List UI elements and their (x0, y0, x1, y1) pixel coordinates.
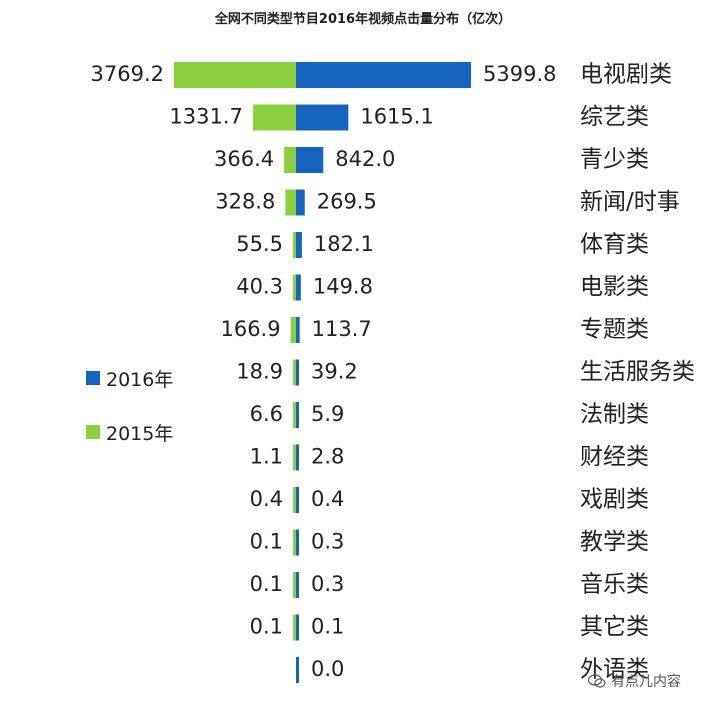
data-label-2015: 55.5 (236, 232, 283, 256)
data-label-2015: 18.9 (236, 360, 283, 384)
category-label: 青少类 (580, 147, 649, 173)
legend-item-2016: 2016年 (86, 366, 174, 391)
category-label: 法制类 (580, 402, 649, 428)
data-label-2016: 0.1 (311, 615, 344, 639)
category-label: 综艺类 (580, 104, 649, 130)
data-label-2015: 3769.2 (91, 62, 164, 86)
legend-label-2015: 2015年 (106, 422, 174, 445)
bar-2015 (290, 317, 296, 343)
chat-bubble-icon (588, 674, 606, 688)
data-label-2016: 149.8 (313, 275, 373, 299)
bar-2015 (293, 359, 296, 386)
bar-2016 (296, 402, 299, 428)
data-label-2016: 39.2 (311, 360, 358, 384)
legend-item-2015: 2015年 (86, 420, 174, 445)
data-label-2016: 0.3 (311, 572, 344, 596)
data-label-2016: 0.4 (311, 487, 344, 511)
data-label-2016: 842.0 (335, 147, 395, 171)
bar-2016 (296, 657, 299, 683)
category-label: 专题类 (580, 317, 649, 343)
bar-2016 (296, 529, 299, 556)
bar-2016 (296, 317, 300, 343)
data-label-2016: 182.1 (314, 232, 374, 256)
data-label-2015: 1331.7 (169, 105, 242, 129)
bar-2016 (296, 572, 299, 598)
category-label: 新闻/时事 (580, 189, 680, 215)
legend-swatch-2015 (86, 425, 100, 439)
data-label-2015: 0.4 (250, 487, 283, 511)
bar-2015 (293, 614, 296, 641)
data-label-2016: 5399.8 (483, 62, 556, 86)
data-label-2015: 1.1 (250, 445, 283, 469)
category-label: 其它类 (580, 614, 649, 640)
bar-2016 (296, 104, 349, 131)
bar-2015 (252, 104, 296, 131)
chart-title: 全网不同类型节目2016年视频点击量分布（亿次） (214, 12, 512, 27)
data-label-2015: 6.6 (250, 402, 283, 426)
category-label: 教学类 (580, 529, 649, 555)
legend-swatch-2016 (86, 371, 100, 385)
bar-2015 (293, 529, 296, 556)
watermark: 有点儿内容 (588, 670, 681, 692)
category-label: 外语类 (580, 657, 649, 683)
data-label-2016: 0.0 (311, 657, 344, 681)
data-label-2015: 166.9 (220, 317, 280, 341)
data-label-2015: 0.1 (250, 572, 283, 596)
category-label: 电视剧类 (580, 62, 672, 88)
category-label: 财经类 (580, 444, 649, 470)
bar-2016 (296, 444, 299, 471)
bar-2015 (293, 402, 296, 428)
data-label-2016: 1615.1 (360, 105, 433, 129)
bar-2015 (174, 62, 296, 88)
data-label-2016: 113.7 (312, 317, 372, 341)
data-label-2015: 366.4 (214, 147, 274, 171)
bar-2015 (293, 232, 296, 258)
bar-2016 (296, 147, 324, 173)
data-label-2016: 5.9 (311, 402, 344, 426)
bar-2016 (296, 189, 305, 216)
bar-2016 (296, 359, 299, 386)
legend-label-2016: 2016年 (106, 368, 174, 391)
category-label: 生活服务类 (580, 359, 695, 385)
bar-2016 (296, 274, 301, 301)
bar-2016 (296, 614, 299, 641)
bar-2015 (284, 147, 296, 173)
watermark-text: 有点儿内容 (611, 674, 681, 690)
data-label-2015: 40.3 (236, 275, 283, 299)
category-label: 音乐类 (580, 572, 649, 598)
bar-2016 (296, 62, 471, 88)
data-label-2015: 0.1 (250, 615, 283, 639)
category-label: 戏剧类 (580, 487, 649, 513)
data-label-2016: 0.3 (311, 530, 344, 554)
data-label-2015: 328.8 (215, 190, 275, 214)
data-label-2015: 0.1 (250, 530, 283, 554)
bar-2015 (293, 444, 296, 471)
bar-2015 (293, 274, 296, 301)
bar-2016 (296, 232, 302, 258)
category-label: 体育类 (580, 232, 649, 258)
data-label-2016: 2.8 (311, 445, 344, 469)
bar-2015 (293, 487, 296, 513)
data-label-2016: 269.5 (317, 190, 377, 214)
bar-2015 (293, 572, 296, 598)
bar-2015 (285, 189, 296, 216)
category-label: 电影类 (580, 274, 649, 300)
bar-2016 (296, 487, 299, 513)
